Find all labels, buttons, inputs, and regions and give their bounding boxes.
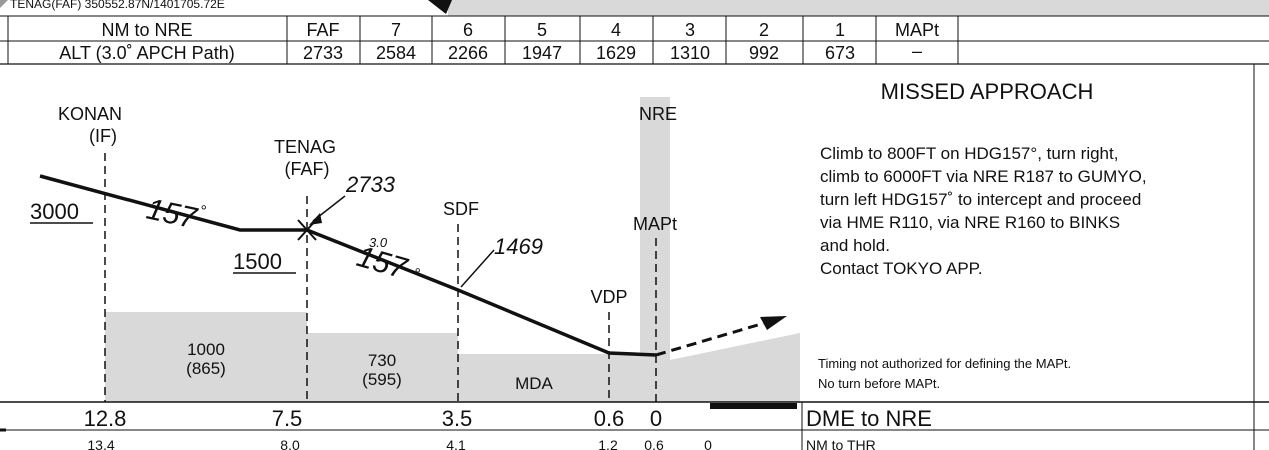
distance-scale: 12.8 7.5 3.5 0.6 0 DME to NRE 13.4 8.0 4…	[0, 64, 1269, 450]
missed-approach-title: MISSED APPROACH	[881, 79, 1094, 104]
altitude-table: NM to NRE ALT (3.0˚ APCH Path) FAF 7 6 5…	[0, 15, 1269, 65]
table-fix-cell: 5	[537, 20, 547, 40]
dme-value: 7.5	[272, 406, 303, 431]
table-row-label-alt: ALT (3.0˚ APCH Path)	[59, 43, 234, 63]
table-fix-cell: MAPt	[895, 20, 939, 40]
dme-value: 12.8	[84, 406, 127, 431]
descent-path	[39, 174, 657, 357]
table-fix-cell: FAF	[306, 20, 339, 40]
table-fix-cell: 2	[759, 20, 769, 40]
dme-value: 0.6	[594, 406, 625, 431]
mda-label: MDA	[515, 374, 553, 393]
header-strip-text: TENAG(FAF) 350552.87N/1401705.72E	[10, 0, 225, 11]
missed-approach-line: climb to 6000FT via NRE R187 to GUMYO,	[820, 167, 1147, 186]
table-fix-cell: 1	[835, 20, 845, 40]
obstacle-box-2	[307, 333, 458, 402]
obstacle-box-2-hat: (595)	[362, 370, 402, 389]
missed-approach-note: Timing not authorized for defining the M…	[818, 356, 1071, 371]
obstacle-box-1-hat: (865)	[186, 359, 226, 378]
table-fix-cell: 7	[391, 20, 401, 40]
profile-path	[39, 174, 787, 357]
obstacle-box-2-msa: 730	[368, 351, 396, 370]
missed-approach-line: Climb to 800FT on HDG157°, turn right,	[820, 144, 1118, 163]
missed-approach-arrowhead	[760, 316, 787, 330]
table-fix-cell: 3	[685, 20, 695, 40]
thr-value: 4.1	[446, 437, 466, 450]
initial-altitude: 3000	[30, 199, 79, 224]
table-fix-cell: 6	[463, 20, 473, 40]
missed-approach-line: turn left HDG157˚ to intercept and proce…	[820, 190, 1141, 209]
table-alt-cell: 992	[749, 43, 779, 63]
glide-angle: 3.0	[369, 235, 388, 250]
thr-value: 13.4	[87, 437, 114, 450]
dme-scale-label: DME to NRE	[806, 406, 932, 431]
table-alt-cell: 2733	[303, 43, 343, 63]
thr-value: 8.0	[280, 437, 300, 450]
table-alt-cell: 2266	[448, 43, 488, 63]
dme-value: 3.5	[442, 406, 473, 431]
table-alt-cell: 1629	[596, 43, 636, 63]
table-alt-cell: 2584	[376, 43, 416, 63]
fix-label-mapt: MAPt	[633, 214, 677, 234]
sdf-alt-leader	[460, 249, 495, 288]
initial-course-degree: °	[200, 203, 207, 220]
fix-label-tenag: TENAG	[274, 137, 336, 157]
table-fix-cell: 4	[611, 20, 621, 40]
dme-value: 0	[650, 406, 662, 431]
obstacle-box-1	[105, 312, 307, 402]
table-alt-cell: 673	[825, 43, 855, 63]
fix-label-nre: NRE	[639, 104, 677, 124]
missed-approach-note: No turn before MAPt.	[818, 376, 940, 391]
faf-altitude: 2733	[345, 172, 396, 197]
fix-label-konan: KONAN	[58, 104, 122, 124]
header-strip: TENAG(FAF) 350552.87N/1401705.72E	[0, 0, 1269, 16]
fix-label-vdp: VDP	[590, 287, 627, 307]
missed-climb-area	[670, 333, 800, 402]
thr-scale-label: NM to THR	[806, 437, 876, 450]
initial-course: 157	[144, 193, 201, 236]
missed-approach-path	[655, 320, 769, 357]
missed-approach-line: Contact TOKYO APP.	[820, 259, 983, 278]
thr-value: 0.6	[644, 437, 664, 450]
intermediate-altitude: 1500	[233, 249, 282, 274]
thr-value: 1.2	[598, 437, 618, 450]
table-alt-cell: 1947	[522, 43, 562, 63]
missed-approach-line: and hold.	[820, 236, 890, 255]
fix-label-sdf: SDF	[443, 199, 479, 219]
table-row-label-nm: NM to NRE	[101, 20, 192, 40]
obstacle-box-1-msa: 1000	[187, 340, 225, 359]
table-alt-cell: –	[912, 41, 922, 61]
fix-role-konan: (IF)	[89, 126, 117, 146]
missed-approach-line: via HME R110, via NRE R160 to BINKS	[820, 213, 1120, 232]
table-alt-cell: 1310	[670, 43, 710, 63]
fix-role-tenag: (FAF)	[285, 159, 330, 179]
final-course-degree: °	[414, 266, 421, 283]
thr-value: 0	[704, 437, 712, 450]
sdf-altitude: 1469	[494, 234, 543, 259]
